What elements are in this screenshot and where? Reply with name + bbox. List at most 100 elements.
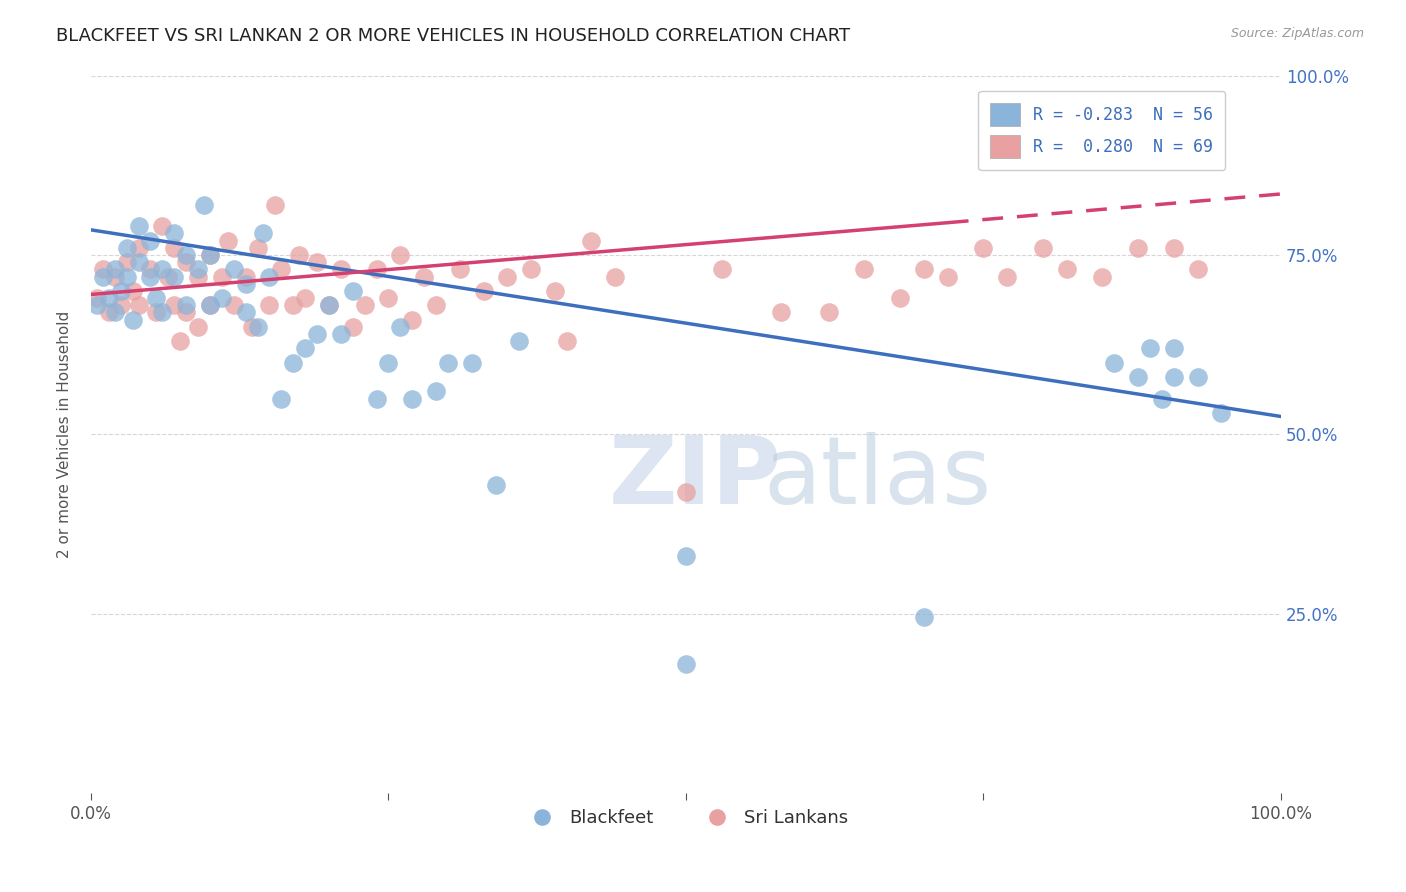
Point [1126, 370, 1149, 384]
Point [150, 305, 173, 319]
Point [163, 227, 186, 241]
Point [145, 305, 167, 319]
Point [675, 484, 697, 499]
Point [995, 269, 1018, 284]
Point [115, 241, 138, 255]
Point [193, 198, 215, 212]
Point [86, 298, 108, 312]
Point [770, 305, 793, 319]
Point [305, 326, 328, 341]
Point [235, 277, 257, 291]
Legend: Blackfeet, Sri Lankans: Blackfeet, Sri Lankans [517, 802, 855, 835]
Point [198, 248, 221, 262]
Point [163, 269, 186, 284]
Y-axis label: 2 or more Vehicles in Household: 2 or more Vehicles in Household [58, 310, 72, 558]
Point [329, 326, 352, 341]
Point [413, 269, 436, 284]
Point [318, 298, 340, 312]
Point [318, 298, 340, 312]
Point [264, 198, 287, 212]
Point [401, 312, 423, 326]
Point [377, 291, 399, 305]
Text: ZIP: ZIP [609, 432, 782, 524]
Point [579, 234, 602, 248]
Point [1104, 356, 1126, 370]
Point [222, 298, 245, 312]
Point [270, 392, 292, 406]
Point [912, 610, 935, 624]
Point [104, 262, 127, 277]
Text: atlas: atlas [763, 432, 991, 524]
Point [294, 291, 316, 305]
Point [283, 298, 305, 312]
Point [425, 384, 447, 399]
Point [139, 269, 162, 284]
Point [389, 319, 412, 334]
Point [128, 241, 150, 255]
Point [217, 234, 239, 248]
Point [437, 356, 460, 370]
Point [1091, 269, 1114, 284]
Point [115, 269, 138, 284]
Point [174, 305, 197, 319]
Point [1139, 341, 1161, 355]
Point [198, 298, 221, 312]
Point [389, 248, 412, 262]
Point [174, 298, 197, 312]
Point [288, 248, 311, 262]
Point [912, 262, 935, 277]
Point [174, 255, 197, 269]
Point [425, 298, 447, 312]
Point [817, 305, 839, 319]
Point [401, 392, 423, 406]
Point [104, 269, 127, 284]
Point [484, 477, 506, 491]
Point [449, 262, 471, 277]
Point [163, 241, 186, 255]
Point [110, 298, 132, 312]
Point [283, 356, 305, 370]
Point [246, 241, 269, 255]
Point [91, 262, 114, 277]
Point [235, 269, 257, 284]
Point [603, 269, 626, 284]
Point [240, 319, 263, 334]
Point [252, 227, 274, 241]
Point [211, 291, 233, 305]
Point [246, 319, 269, 334]
Point [675, 657, 697, 672]
Point [305, 255, 328, 269]
Point [1163, 370, 1185, 384]
Point [86, 291, 108, 305]
Point [1056, 262, 1078, 277]
Point [91, 269, 114, 284]
Point [150, 262, 173, 277]
Point [366, 392, 388, 406]
Point [1187, 262, 1209, 277]
Point [377, 356, 399, 370]
Point [342, 284, 364, 298]
Point [889, 291, 911, 305]
Point [853, 262, 876, 277]
Point [115, 255, 138, 269]
Point [174, 248, 197, 262]
Point [366, 262, 388, 277]
Point [198, 248, 221, 262]
Point [145, 291, 167, 305]
Point [1126, 241, 1149, 255]
Text: BLACKFEET VS SRI LANKAN 2 OR MORE VEHICLES IN HOUSEHOLD CORRELATION CHART: BLACKFEET VS SRI LANKAN 2 OR MORE VEHICL… [56, 27, 851, 45]
Point [150, 219, 173, 234]
Point [139, 262, 162, 277]
Point [222, 262, 245, 277]
Point [472, 284, 495, 298]
Point [157, 269, 180, 284]
Point [139, 234, 162, 248]
Point [1187, 370, 1209, 384]
Point [104, 305, 127, 319]
Point [121, 312, 143, 326]
Point [198, 298, 221, 312]
Point [270, 262, 292, 277]
Point [128, 255, 150, 269]
Point [555, 334, 578, 348]
Point [353, 298, 375, 312]
